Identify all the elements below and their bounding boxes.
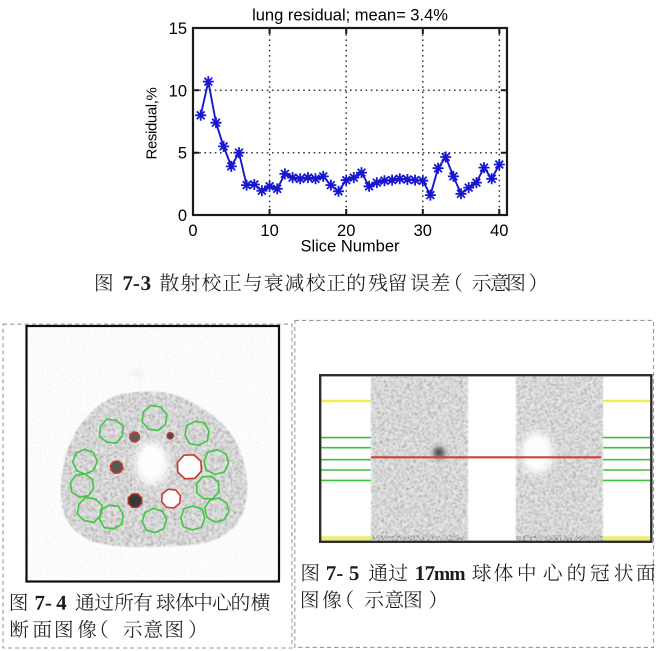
svg-text:0: 0 bbox=[188, 222, 197, 240]
svg-text:0: 0 bbox=[178, 207, 187, 225]
svg-text:10: 10 bbox=[260, 222, 278, 240]
svg-text:10: 10 bbox=[169, 82, 187, 100]
svg-text:30: 30 bbox=[414, 222, 432, 240]
svg-text:20: 20 bbox=[337, 222, 355, 240]
svg-text:Residual,%: Residual,% bbox=[143, 88, 160, 160]
svg-text:5: 5 bbox=[178, 145, 187, 163]
svg-text:Slice Number: Slice Number bbox=[300, 238, 400, 256]
svg-text:40: 40 bbox=[490, 222, 508, 240]
svg-text:lung residual; mean= 3.4%: lung residual; mean= 3.4% bbox=[252, 7, 448, 25]
svg-text:15: 15 bbox=[169, 20, 187, 38]
